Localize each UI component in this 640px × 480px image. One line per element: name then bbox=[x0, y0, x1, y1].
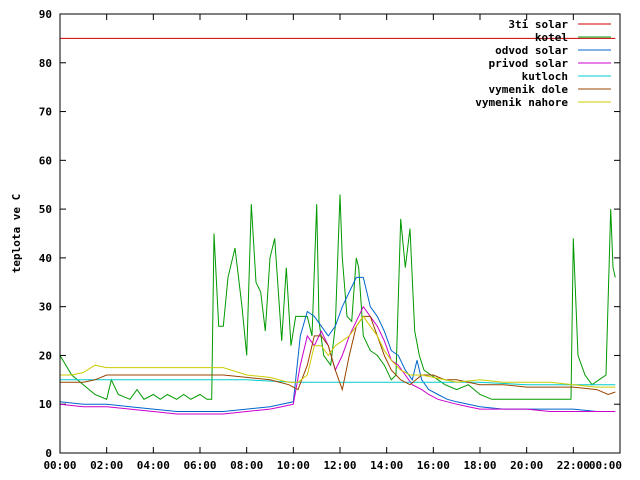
y-axis-label: teplota ve C bbox=[10, 194, 23, 273]
series-line-vymenik-nahore bbox=[60, 315, 616, 388]
x-tick-label: 08:00 bbox=[230, 459, 263, 472]
x-tick-label: 12:00 bbox=[323, 459, 356, 472]
y-tick-label: 60 bbox=[39, 154, 52, 167]
plot-frame bbox=[59, 13, 621, 454]
x-tick-label: 00:00 bbox=[589, 459, 622, 472]
y-tick-label: 80 bbox=[39, 57, 52, 70]
series-line-privod-solar bbox=[59, 305, 616, 415]
x-tick-label: 02:00 bbox=[90, 459, 123, 472]
y-tick-label: 0 bbox=[45, 447, 52, 460]
legend-entry-label: vymenik dole bbox=[489, 83, 569, 96]
x-tick-label: 10:00 bbox=[277, 459, 310, 472]
legend-entry-label: vymenik nahore bbox=[475, 96, 568, 109]
x-tick-label: 18:00 bbox=[463, 459, 496, 472]
y-tick-label: 30 bbox=[39, 301, 52, 314]
x-tick-label: 14:00 bbox=[370, 459, 403, 472]
x-axis-ticks: 00:00 02:00 04:00 06:00 08:00 10:00 12:00 14:00… bbox=[43, 14, 622, 472]
series-line-vymenik-dole bbox=[60, 315, 616, 396]
x-tick-label: 06:00 bbox=[183, 459, 216, 472]
y-axis-ticks: 0 10 20 30 40 50 60 70 80 90 bbox=[39, 8, 620, 460]
y-tick-label: 50 bbox=[39, 203, 52, 216]
x-tick-label: 22:00 bbox=[557, 459, 590, 472]
y-tick-label: 90 bbox=[39, 8, 52, 21]
x-tick-label: 04:00 bbox=[137, 459, 170, 472]
y-tick-label: 40 bbox=[39, 252, 52, 265]
series-line-kotel bbox=[59, 194, 616, 400]
legend-entry-label: privod solar bbox=[489, 57, 569, 70]
y-tick-label: 10 bbox=[39, 398, 52, 411]
x-tick-label: 20:00 bbox=[510, 459, 543, 472]
series-layer bbox=[59, 37, 616, 415]
legend-entry-label: odvod solar bbox=[495, 44, 568, 57]
y-tick-label: 20 bbox=[39, 349, 52, 362]
legend-entry-label: 3ti solar bbox=[508, 18, 568, 31]
x-tick-label: 16:00 bbox=[417, 459, 450, 472]
x-tick-label: 00:00 bbox=[43, 459, 76, 472]
series-line-odvod-solar bbox=[59, 276, 616, 412]
legend-entry-label: kotel bbox=[535, 31, 568, 44]
legend-entry-label: kutloch bbox=[522, 70, 568, 83]
y-tick-label: 70 bbox=[39, 106, 52, 119]
